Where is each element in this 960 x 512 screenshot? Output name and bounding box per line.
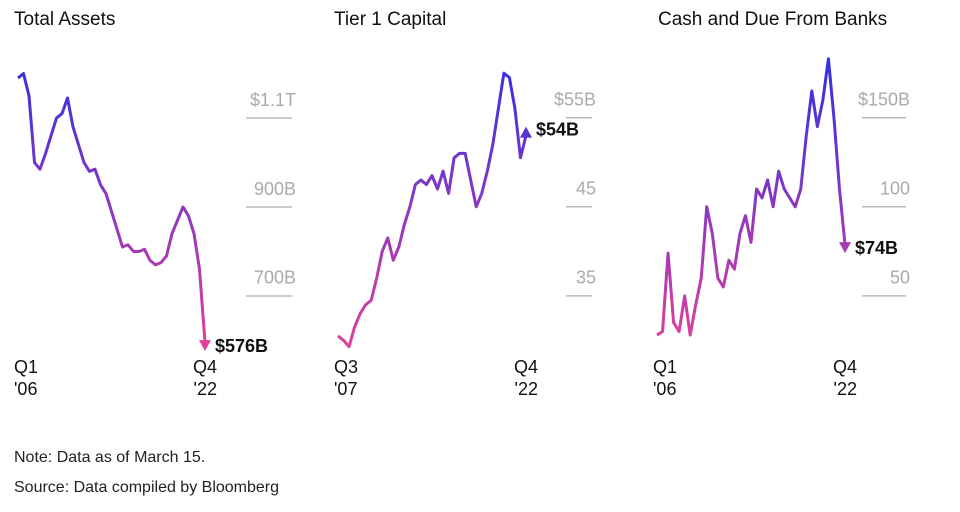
- data-line: [337, 71, 528, 349]
- end-label: $74B: [855, 238, 898, 258]
- chart-title: Tier 1 Capital: [334, 9, 446, 30]
- end-arrow: [199, 340, 211, 352]
- data-line: [656, 57, 847, 337]
- data-line: [17, 72, 207, 343]
- y-tick-label: $150B: [858, 89, 910, 109]
- chart-title: Cash and Due From Banks: [658, 9, 887, 30]
- y-tick-label: 35: [576, 268, 596, 288]
- y-tick-label: 50: [890, 268, 910, 288]
- x-tick-label: Q3'07: [334, 357, 358, 399]
- source: Source: Data compiled by Bloomberg: [14, 479, 279, 496]
- x-tick-label: Q1'06: [14, 357, 38, 399]
- y-tick-label: 100: [880, 179, 910, 199]
- x-tick-label: Q4'22: [833, 357, 857, 399]
- x-tick-label: Q4'22: [193, 357, 217, 399]
- chart-title: Total Assets: [14, 9, 115, 30]
- y-tick-label: 45: [576, 179, 596, 199]
- y-tick-label: 700B: [254, 268, 296, 288]
- y-tick-label: $55B: [554, 89, 596, 109]
- y-tick-label: 900B: [254, 179, 296, 199]
- x-tick-label: Q1'06: [653, 357, 677, 399]
- end-label: $576B: [215, 336, 268, 356]
- x-tick-label: Q4'22: [514, 357, 538, 399]
- note: Note: Data as of March 15.: [14, 449, 205, 466]
- end-arrow: [839, 242, 851, 254]
- end-label: $54B: [536, 119, 579, 139]
- y-tick-label: $1.1T: [250, 90, 296, 110]
- end-arrow: [520, 126, 532, 138]
